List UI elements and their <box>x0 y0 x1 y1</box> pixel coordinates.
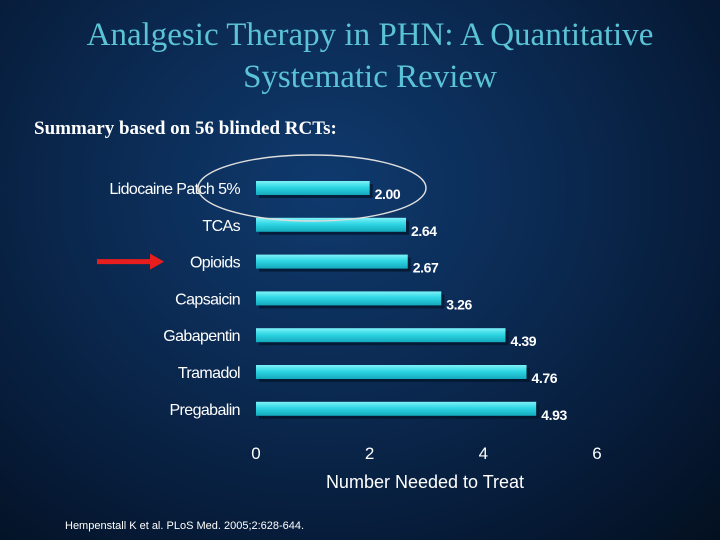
bar-opioids <box>256 254 408 269</box>
red-arrow-icon <box>97 253 164 270</box>
value-label: 2.67 <box>413 260 439 276</box>
value-label: 2.00 <box>375 186 401 202</box>
highlight-ellipse <box>197 154 427 222</box>
bar-tramadol <box>256 365 527 379</box>
category-label: Tramadol <box>178 365 240 382</box>
value-label: 4.93 <box>541 407 567 423</box>
bar-gabapentin <box>256 328 506 343</box>
category-label: Pregabalin <box>169 402 240 419</box>
bar-lidocaine-patch-5 <box>256 181 370 195</box>
value-label: 4.76 <box>532 370 558 386</box>
x-tick-label: 2 <box>365 444 374 463</box>
category-label: TCAs <box>202 218 240 235</box>
category-label: Capsaicin <box>175 291 240 308</box>
slide-title: Analgesic Therapy in PHN: A Quantitative… <box>0 14 720 98</box>
category-label: Gabapentin <box>163 328 240 345</box>
category-label: Opioids <box>190 255 241 272</box>
x-tick-label: 4 <box>479 444 488 463</box>
bar-capsaicin <box>256 291 442 306</box>
value-label: 2.64 <box>411 223 437 239</box>
x-tick-label: 0 <box>251 444 260 463</box>
category-label: Lidocaine Patch 5% <box>109 181 240 198</box>
x-tick-label: 6 <box>592 444 601 463</box>
x-axis-title: Number Needed to Treat <box>326 472 524 492</box>
slide-title-line2: Systematic Review <box>243 59 497 95</box>
bar-pregabalin <box>256 401 537 416</box>
citation: Hempenstall K et al. PLoS Med. 2005;2:62… <box>65 520 305 532</box>
slide-title-line1: Analgesic Therapy in PHN: A Quantitative <box>86 17 654 53</box>
slide-subtitle: Summary based on 56 blinded RCTs: <box>34 118 337 139</box>
value-label: 3.26 <box>446 296 472 312</box>
value-label: 4.39 <box>510 333 536 349</box>
